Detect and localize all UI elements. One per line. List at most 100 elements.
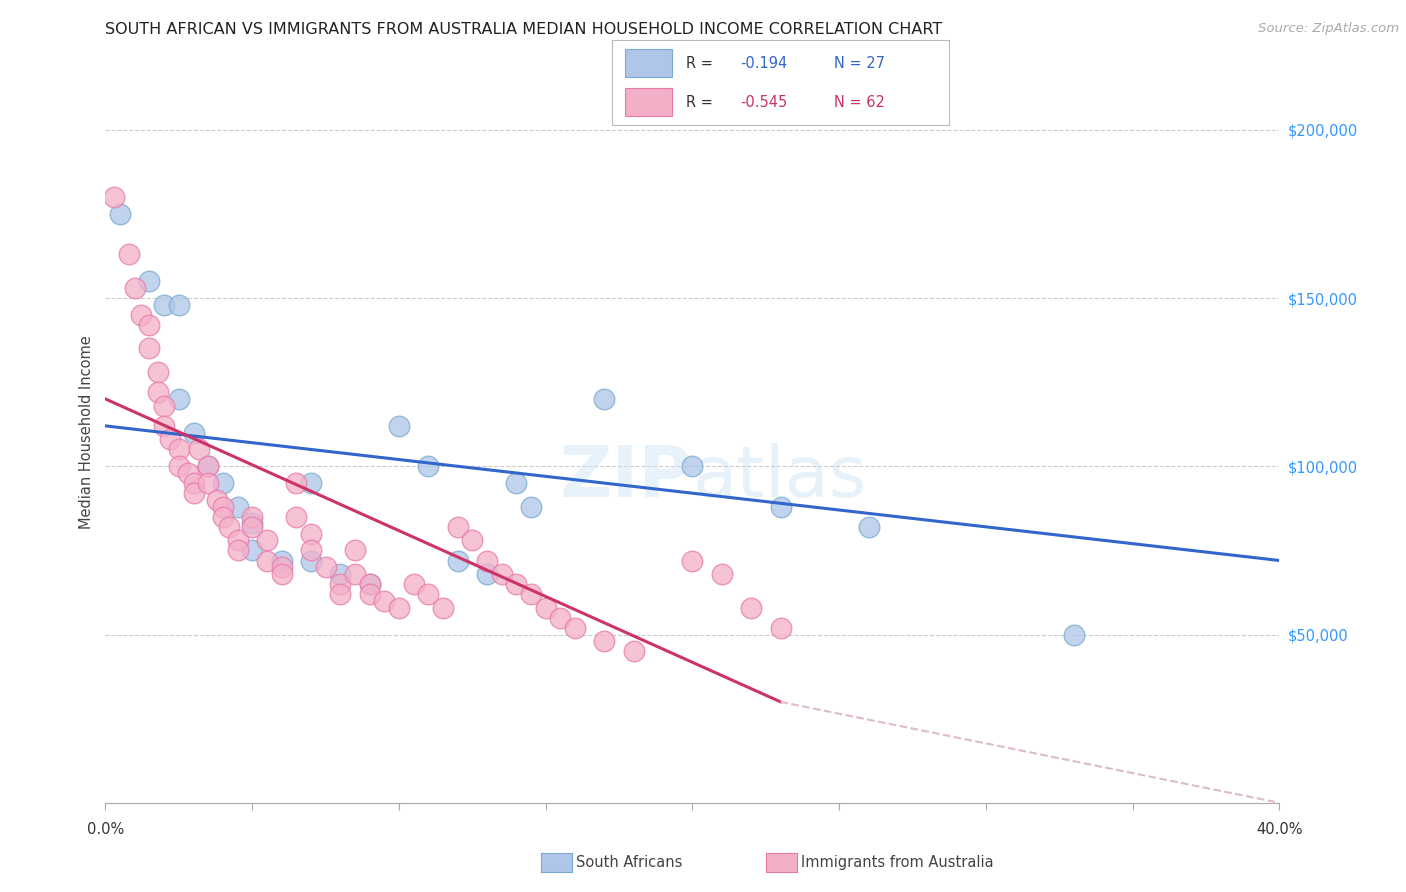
Text: N = 62: N = 62 [834,95,886,110]
Point [197,459,219,474]
Point [226,543,249,558]
Point [167,459,190,474]
Point [270,553,292,567]
Point [299,543,322,558]
Bar [626,87,672,116]
Point [226,533,249,548]
Point [418,459,440,474]
Point [167,392,190,406]
Text: atlas: atlas [692,442,868,511]
Point [129,308,152,322]
Point [623,644,645,658]
Point [710,566,733,581]
Point [183,425,205,440]
Point [447,553,470,567]
Point [240,509,263,524]
Point [593,634,616,648]
Point [461,533,484,548]
Point [211,509,233,524]
Point [299,553,322,567]
Point [153,399,176,413]
Point [593,392,616,406]
Point [218,520,240,534]
Point [270,560,292,574]
Point [359,577,381,591]
Point [240,543,263,558]
Point [124,281,146,295]
Bar [626,49,672,78]
Point [153,418,176,433]
Point [240,516,263,531]
Point [270,566,292,581]
Point [359,587,381,601]
Text: SOUTH AFRICAN VS IMMIGRANTS FROM AUSTRALIA MEDIAN HOUSEHOLD INCOME CORRELATION C: SOUTH AFRICAN VS IMMIGRANTS FROM AUSTRAL… [105,22,942,37]
Point [402,577,425,591]
Point [153,298,176,312]
Point [211,476,233,491]
Point [418,587,440,601]
Text: -0.545: -0.545 [740,95,787,110]
Point [285,476,308,491]
Point [197,476,219,491]
Text: Immigrants from Australia: Immigrants from Australia [801,855,994,870]
Text: 40.0%: 40.0% [1256,822,1303,837]
Point [534,600,557,615]
Point [103,190,125,204]
Point [447,520,470,534]
Text: N = 27: N = 27 [834,55,886,70]
Point [343,543,366,558]
Point [138,342,160,356]
Point [505,577,527,591]
Point [211,500,233,514]
Point [183,486,205,500]
Point [315,560,337,574]
Point [148,385,170,400]
Point [432,600,454,615]
Point [138,274,160,288]
Point [475,553,498,567]
Point [359,577,381,591]
Point [475,566,498,581]
Point [564,621,586,635]
Point [138,318,160,332]
Point [118,247,141,261]
Point [256,533,278,548]
Y-axis label: Median Household Income: Median Household Income [79,335,94,530]
Point [167,298,190,312]
Point [329,587,352,601]
Text: 0.0%: 0.0% [87,822,124,837]
Point [388,600,411,615]
Point [256,553,278,567]
Point [520,500,543,514]
Point [769,500,792,514]
Point [183,476,205,491]
Point [388,418,411,433]
Point [373,594,395,608]
Point [299,476,322,491]
Text: -0.194: -0.194 [740,55,787,70]
Text: ZIP: ZIP [560,442,692,511]
Point [1063,627,1085,641]
Point [148,365,170,379]
Point [188,442,211,457]
Point [681,553,703,567]
Point [681,459,703,474]
Point [108,207,131,221]
Text: Source: ZipAtlas.com: Source: ZipAtlas.com [1258,22,1399,36]
Point [176,466,198,480]
Point [740,600,762,615]
Point [520,587,543,601]
Point [205,492,228,507]
Point [240,520,263,534]
Text: South Africans: South Africans [576,855,683,870]
Text: R =: R = [686,95,713,110]
Text: R =: R = [686,55,713,70]
Point [769,621,792,635]
Point [226,500,249,514]
Point [329,566,352,581]
Point [505,476,527,491]
Point [858,520,880,534]
Point [491,566,513,581]
Point [159,433,181,447]
Point [285,509,308,524]
